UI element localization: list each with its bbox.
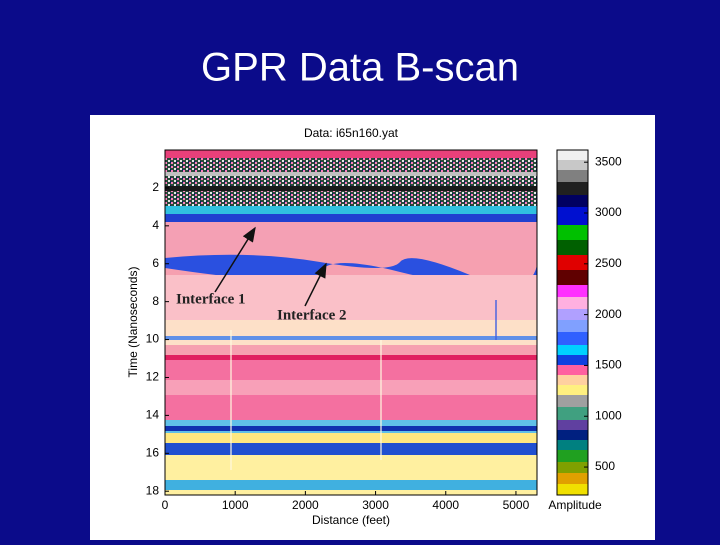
y-tick-label: 12 [146,370,160,384]
chart-title: Data: i65n160.yat [304,126,399,140]
colorbar-tick-label: 3000 [595,205,622,219]
y-tick-label: 8 [152,294,159,308]
colorbar-tick-label: 2000 [595,307,622,321]
x-tick-label: 5000 [503,498,530,512]
x-tick-label: 1000 [222,498,249,512]
y-tick-label: 10 [146,332,160,346]
x-tick-label: 0 [162,498,169,512]
y-tick-label: 6 [152,256,159,270]
y-tick-label: 18 [146,483,160,497]
annotation-arrow [214,226,256,293]
y-tick-label: 16 [146,445,160,459]
y-tick-label: 4 [152,218,159,232]
annotation: Interface 2 [277,307,347,323]
colorbar-tick-label: 3500 [595,154,622,168]
x-axis-label: Distance (feet) [312,513,390,527]
colorbar-tick-label: 500 [595,459,615,473]
colorbar-tick-label: 2500 [595,256,622,270]
bscan-image [165,150,537,495]
y-axis-label: Time (Nanoseconds) [126,267,140,378]
x-tick-label: 2000 [292,498,319,512]
colorbar-tick-label: 1000 [595,408,622,422]
x-tick-label: 4000 [432,498,459,512]
colorbar [556,149,589,496]
annotation-arrow [304,262,327,307]
colorbar-label: Amplitude [548,498,602,512]
plot-frame [164,149,538,496]
x-tick-label: 3000 [362,498,389,512]
slide-title: GPR Data B-scan [201,46,519,90]
y-tick-label: 2 [152,180,159,194]
y-tick-label: 14 [146,408,160,422]
annotation: Interface 1 [176,291,246,307]
colorbar-tick-label: 1500 [595,358,622,372]
